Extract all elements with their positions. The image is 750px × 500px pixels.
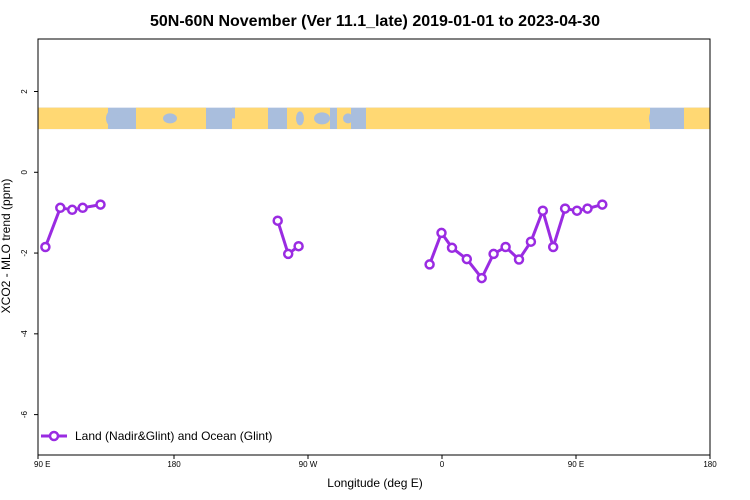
x-tick-label: 0 [440, 460, 445, 469]
x-axis: 90 E 180 90 W 0 90 E 180 [34, 455, 717, 469]
x-tick-label: 90 E [568, 460, 584, 469]
y-tick-label: 0 [20, 170, 29, 175]
data-point [547, 241, 559, 253]
legend-label: Land (Nadir&Glint) and Ocean (Glint) [75, 429, 272, 443]
data-point [476, 272, 487, 284]
data-point [571, 205, 583, 216]
map-coast [296, 111, 304, 126]
map-coast [673, 111, 683, 126]
map-coast [118, 112, 126, 125]
map-land [232, 107, 268, 130]
data-point [282, 248, 294, 260]
data-point [488, 248, 499, 260]
data-point [293, 240, 304, 252]
data-point [537, 205, 549, 216]
data-point [525, 236, 537, 247]
legend: Land (Nadir&Glint) and Ocean (Glint) [41, 429, 272, 443]
map-coast [106, 110, 118, 127]
data-point [597, 199, 608, 210]
y-tick-label: 2 [20, 89, 29, 94]
x-tick-label: 90 W [299, 460, 318, 469]
map-coast [163, 113, 177, 124]
data-point [582, 203, 593, 214]
map-coast [232, 107, 235, 119]
map-coast [314, 112, 330, 125]
data-point [272, 215, 283, 226]
data-point [40, 241, 51, 253]
series-layer [40, 199, 608, 284]
data-point [66, 204, 78, 216]
legend-marker [48, 430, 60, 442]
data-point [559, 203, 571, 214]
data-point [55, 202, 66, 214]
data-point [500, 241, 511, 253]
chart-title: 50N-60N November (Ver 11.1_late) 2019-01… [150, 13, 600, 30]
map-land [366, 107, 650, 130]
data-point [513, 254, 525, 265]
data-point [436, 227, 447, 239]
map-coast [343, 113, 353, 124]
x-axis-label: Longitude (deg E) [327, 476, 422, 490]
data-point [77, 202, 88, 214]
x-tick-label: 90 E [34, 460, 50, 469]
y-tick-label: -6 [20, 411, 29, 419]
data-point [446, 242, 458, 254]
data-point [95, 199, 106, 210]
plot-frame [37, 38, 711, 456]
y-tick-label: -2 [20, 249, 29, 257]
data-point [461, 253, 473, 265]
y-tick-label: -4 [20, 330, 29, 338]
x-tick-label: 180 [703, 460, 717, 469]
data-point [424, 259, 435, 270]
y-axis-label: XCO2 - MLO trend (ppm) [0, 179, 13, 314]
map-coast [649, 109, 661, 128]
map-strip [38, 107, 710, 130]
map-land [38, 107, 108, 130]
map-land [684, 107, 710, 130]
y-axis: -6 -4 -2 0 2 [20, 89, 38, 418]
x-tick-label: 180 [167, 460, 181, 469]
